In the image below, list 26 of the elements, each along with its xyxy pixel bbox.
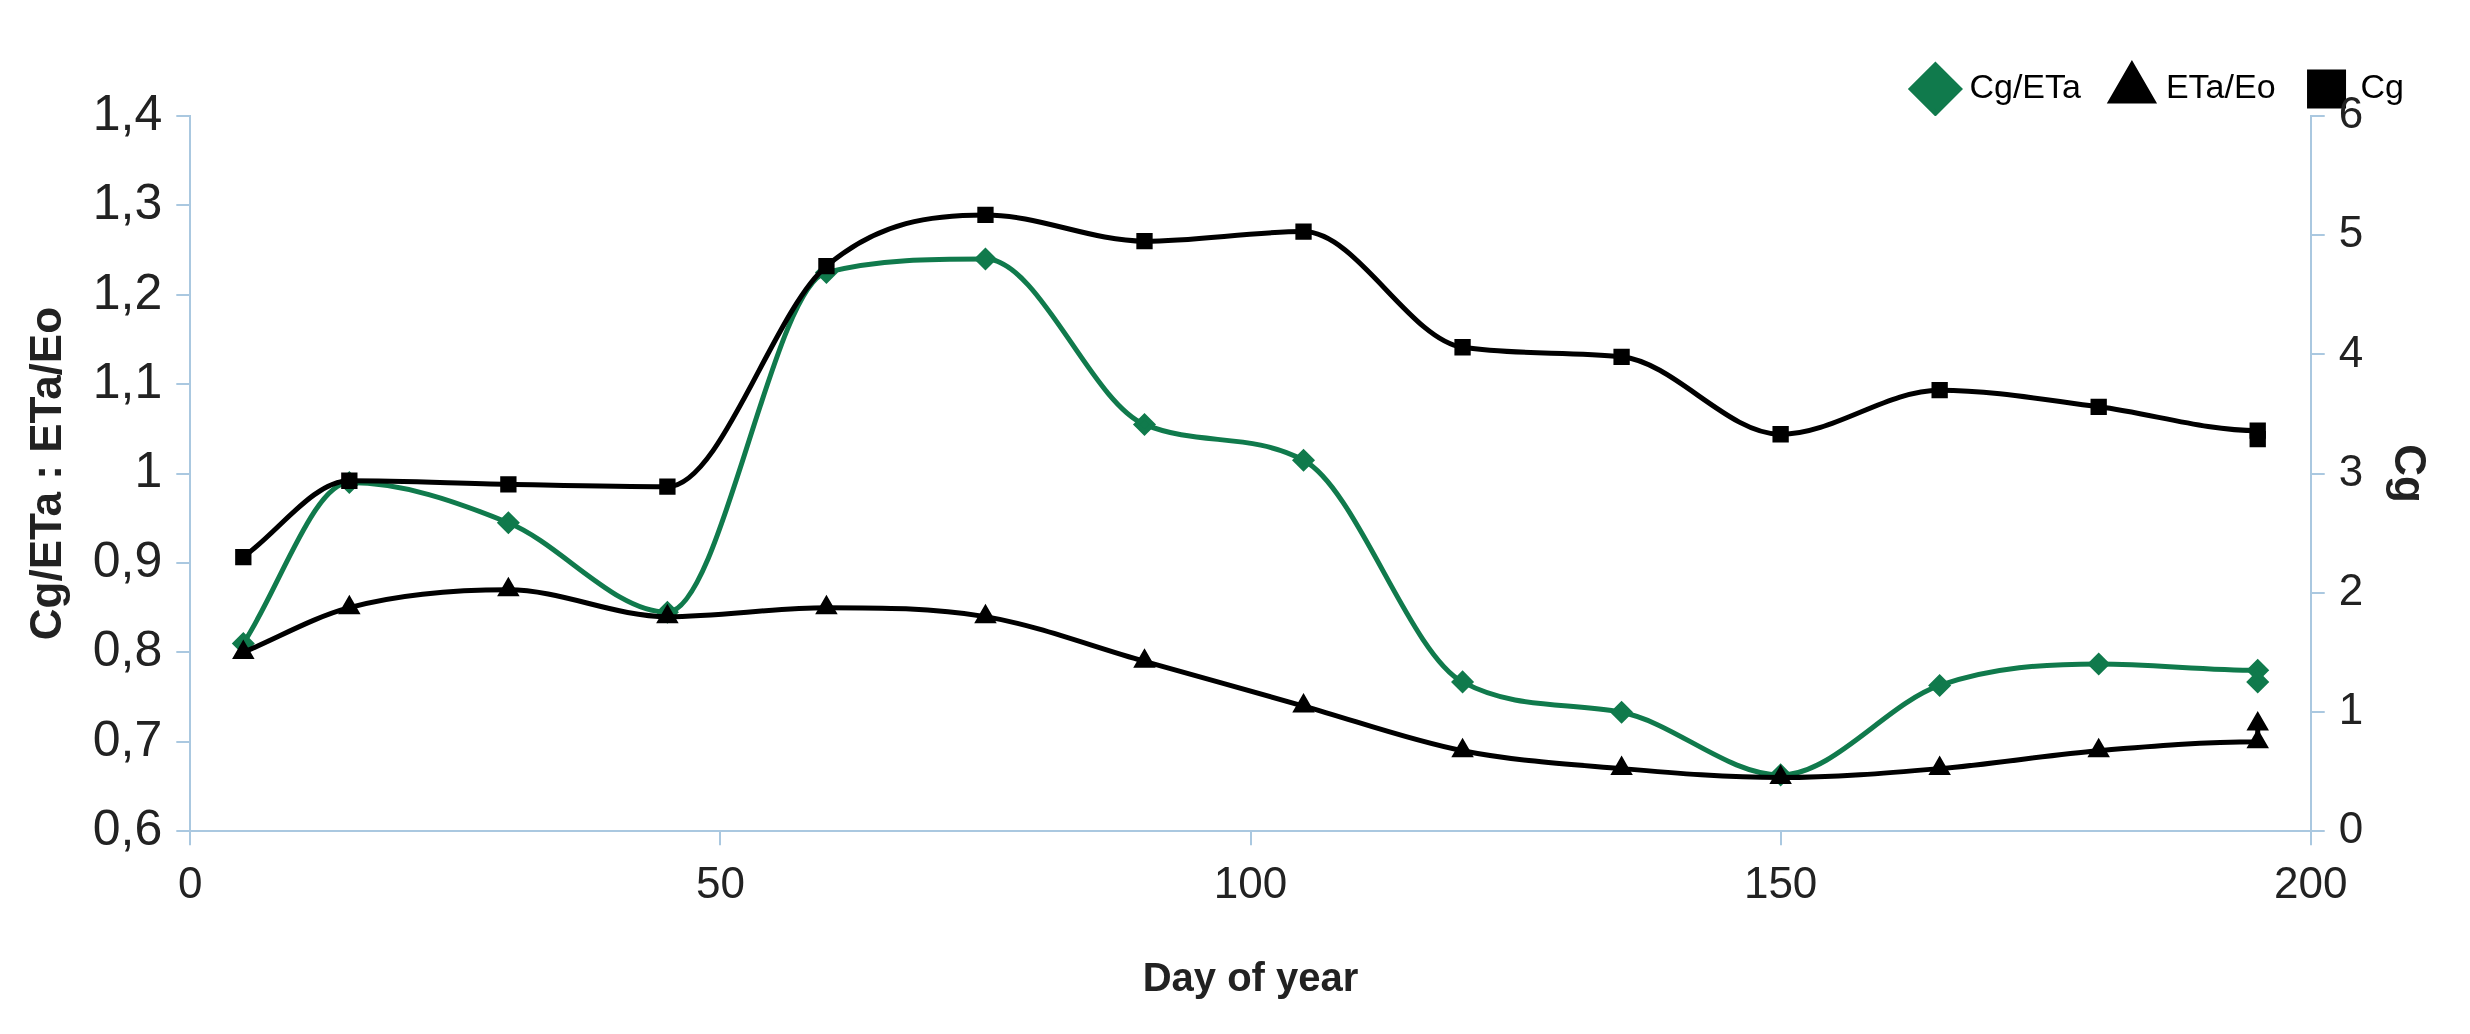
x-tick-label: 0 <box>178 857 203 907</box>
x-axis-title: Day of year <box>1142 955 1359 1000</box>
y-axis-title: Cg/ETa : ETa/Eo <box>20 306 70 641</box>
y2-tick-label: 0 <box>2338 803 2364 853</box>
x-tick-label: 200 <box>2274 857 2348 907</box>
y2-tick-label: 1 <box>2338 684 2364 734</box>
y2-tick-label: 4 <box>2338 326 2364 376</box>
legend-label: Cg/ETa <box>1969 67 2082 106</box>
x-tick-label: 100 <box>1213 857 1288 907</box>
y2-tick-label: 2 <box>2338 564 2364 614</box>
y-tick-label: 1,4 <box>92 84 163 141</box>
x-tick-label: 50 <box>695 857 745 907</box>
y2-tick-label: 3 <box>2338 445 2364 495</box>
y-tick-label: 1 <box>134 442 163 499</box>
y2-tick-label: 5 <box>2338 207 2364 257</box>
y-tick-label: 0,8 <box>92 621 163 678</box>
y-tick-label: 0,7 <box>92 710 163 767</box>
y-tick-label: 1,1 <box>92 352 163 409</box>
y-tick-label: 0,9 <box>92 531 163 588</box>
x-tick-label: 150 <box>1743 857 1818 907</box>
legend-label: Cg <box>2360 67 2405 106</box>
legend-label: ETa/Eo <box>2165 67 2276 106</box>
y-tick-label: 1,3 <box>92 174 163 231</box>
y-tick-label: 1,2 <box>92 263 163 320</box>
y2-axis-title: Cg <box>2386 444 2436 503</box>
y-tick-label: 0,6 <box>92 799 163 856</box>
